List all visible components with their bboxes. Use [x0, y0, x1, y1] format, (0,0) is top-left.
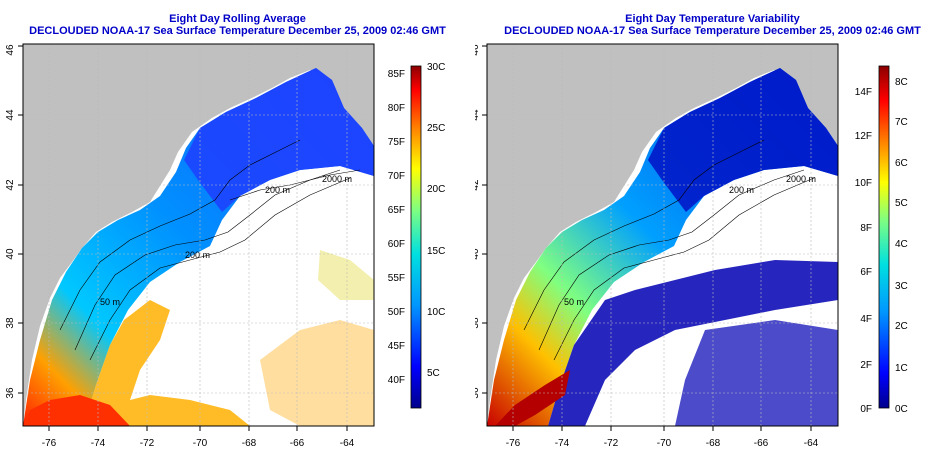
svg-text:20C: 20C: [427, 184, 445, 195]
svg-text:2F: 2F: [860, 360, 872, 371]
svg-text:0C: 0C: [895, 404, 908, 415]
svg-text:50 m: 50 m: [564, 297, 584, 307]
y-axis: 36 38 40 42 44 46: [475, 44, 487, 399]
svg-text:85F: 85F: [388, 69, 405, 80]
svg-text:40F: 40F: [388, 375, 405, 386]
svg-text:5C: 5C: [895, 198, 908, 209]
y-tick-label: 38: [5, 317, 16, 329]
x-tick-label: -76: [42, 438, 57, 449]
left-map-title: Eight Day Rolling Average: [169, 13, 306, 25]
left-map-subtitle: DECLOUDED NOAA-17 Sea Surface Temperatur…: [29, 25, 446, 37]
svg-text:4F: 4F: [860, 314, 872, 325]
left-colorbar: 40F 45F 50F 55F 60F 65F 70F 75F 80F 85F …: [388, 62, 445, 409]
x-tick-label: -74: [91, 438, 106, 449]
svg-text:75F: 75F: [388, 137, 405, 148]
x-tick-label: -66: [290, 438, 305, 449]
svg-text:0F: 0F: [860, 404, 872, 415]
x-tick-label: -72: [140, 438, 155, 449]
svg-text:65F: 65F: [388, 205, 405, 216]
svg-text:10C: 10C: [427, 307, 445, 318]
svg-text:80F: 80F: [388, 103, 405, 114]
y-tick-label: 36: [5, 387, 16, 399]
svg-text:-68: -68: [706, 438, 721, 449]
svg-text:10F: 10F: [855, 178, 872, 189]
svg-text:42: 42: [475, 179, 481, 191]
svg-text:14F: 14F: [855, 87, 872, 98]
contour-label: 200 m: [265, 185, 290, 195]
svg-text:-76: -76: [506, 438, 521, 449]
svg-text:45F: 45F: [388, 341, 405, 352]
svg-text:55F: 55F: [388, 273, 405, 284]
bathymetry-contours: [59, 139, 361, 361]
svg-text:-70: -70: [657, 438, 672, 449]
svg-text:60F: 60F: [388, 239, 405, 250]
y-tick-label: 42: [5, 179, 16, 191]
svg-text:-64: -64: [804, 438, 819, 449]
y-axis: 36 38 40 42 44 46: [5, 44, 23, 399]
svg-text:25C: 25C: [427, 123, 445, 134]
svg-text:70F: 70F: [388, 171, 405, 182]
svg-text:40: 40: [475, 248, 481, 260]
svg-text:15C: 15C: [427, 246, 445, 257]
contour-label: 200 m: [185, 250, 210, 260]
svg-text:6C: 6C: [895, 158, 908, 169]
svg-text:1C: 1C: [895, 363, 908, 374]
svg-text:7C: 7C: [895, 117, 908, 128]
svg-text:3C: 3C: [895, 281, 908, 292]
y-tick-label: 44: [5, 109, 16, 121]
right-variability-map: 2000 m 200 m 50 m -76 -74 -72 -70: [475, 43, 908, 449]
contour-label: 2000 m: [322, 174, 352, 184]
svg-text:46: 46: [475, 44, 481, 56]
x-axis: -76 -74 -72 -70 -68 -66 -64: [42, 426, 355, 449]
x-tick-label: -64: [340, 438, 355, 449]
svg-text:38: 38: [475, 317, 481, 329]
svg-text:8C: 8C: [895, 77, 908, 88]
svg-text:6F: 6F: [860, 267, 872, 278]
y-tick-label: 46: [5, 44, 16, 56]
contour-label: 50 m: [100, 297, 120, 307]
svg-text:200 m: 200 m: [729, 185, 754, 195]
x-tick-label: -70: [193, 438, 208, 449]
x-axis: -76 -74 -72 -70 -68 -66 -64: [506, 426, 819, 449]
svg-text:8F: 8F: [860, 223, 872, 234]
svg-text:-72: -72: [604, 438, 619, 449]
right-colorbar: 0F 2F 4F 6F 8F 10F 12F 14F 0C 1C 2C 3C 4…: [855, 65, 908, 415]
x-tick-label: -68: [242, 438, 257, 449]
svg-text:2000 m: 2000 m: [786, 174, 816, 184]
svg-text:44: 44: [475, 109, 481, 121]
svg-text:50F: 50F: [388, 307, 405, 318]
svg-text:36: 36: [475, 387, 481, 399]
y-tick-label: 40: [5, 248, 16, 260]
svg-text:12F: 12F: [855, 131, 872, 142]
svg-text:4C: 4C: [895, 239, 908, 250]
svg-text:-66: -66: [754, 438, 769, 449]
svg-text:5C: 5C: [427, 368, 440, 379]
svg-text:2C: 2C: [895, 321, 908, 332]
right-map-subtitle: DECLOUDED NOAA-17 Sea Surface Temperatur…: [504, 25, 921, 37]
svg-text:30C: 30C: [427, 62, 445, 73]
land-mass: [23, 44, 374, 426]
left-sst-map: 2000 m 200 m 200 m 50 m -76 -74: [5, 43, 445, 449]
right-map-title: Eight Day Temperature Variability: [625, 13, 800, 25]
svg-text:-74: -74: [555, 438, 570, 449]
